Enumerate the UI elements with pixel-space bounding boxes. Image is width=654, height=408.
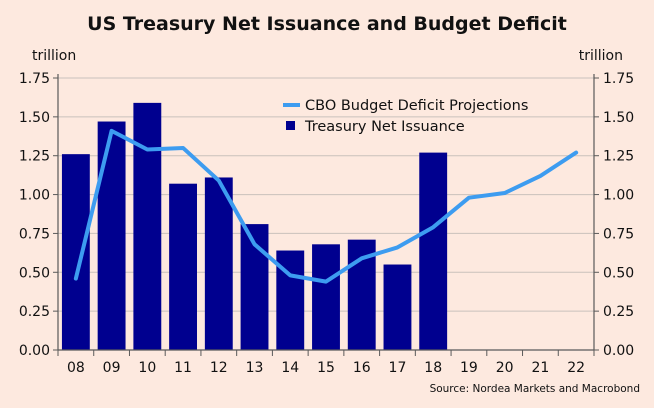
- left-tick-label-1.50: 1.50: [19, 110, 50, 126]
- x-tick-label-13: 13: [246, 360, 264, 376]
- legend-label-bar: Treasury Net Issuance: [304, 119, 465, 135]
- legend-bar-marker: [286, 121, 295, 130]
- right-tick-label-1.75: 1.75: [603, 71, 634, 87]
- x-tick-label-15: 15: [317, 360, 335, 376]
- chart-title: US Treasury Net Issuance and Budget Defi…: [87, 13, 567, 35]
- x-tick-label-08: 08: [67, 360, 85, 376]
- axes: [57, 74, 595, 351]
- left-axis-unit-label: trillion: [32, 48, 76, 64]
- x-tick-label-09: 09: [103, 360, 121, 376]
- left-tick-label-0.50: 0.50: [19, 265, 50, 281]
- x-ticks: 08 09 10 11 12 13 14 15 16 17 18 19 20 21 22: [57, 350, 595, 376]
- right-y-ticks: 0.00 0.25 0.50 0.75 1.00 1.25 1.50 1.75: [594, 71, 634, 359]
- x-tick-label-19: 19: [460, 360, 478, 376]
- bar-10: [133, 102, 162, 351]
- right-tick-label-0.25: 0.25: [603, 304, 634, 320]
- x-tick-label-17: 17: [389, 360, 407, 376]
- cbo-deficit-line: [73, 128, 579, 284]
- right-tick-label-1.50: 1.50: [603, 110, 634, 126]
- x-tick-label-10: 10: [138, 360, 156, 376]
- left-tick-label-1.25: 1.25: [19, 149, 50, 165]
- right-tick-label-0.50: 0.50: [603, 265, 634, 281]
- left-tick-label-0.00: 0.00: [19, 343, 50, 359]
- bar-17: [383, 264, 412, 350]
- bar-12: [204, 177, 233, 350]
- left-tick-label-0.25: 0.25: [19, 304, 50, 320]
- x-tick-label-20: 20: [496, 360, 514, 376]
- left-y-ticks: 0.00 0.25 0.50 0.75 1.00 1.25 1.50 1.75: [19, 71, 58, 359]
- x-tick-label-18: 18: [424, 360, 442, 376]
- x-tick-label-22: 22: [567, 360, 585, 376]
- x-tick-label-12: 12: [210, 360, 228, 376]
- left-tick-label-1.75: 1.75: [19, 71, 50, 87]
- right-axis-unit-label: trillion: [579, 48, 623, 64]
- line-series: [73, 128, 579, 284]
- bar-08: [61, 154, 90, 350]
- left-tick-label-0.75: 0.75: [19, 226, 50, 242]
- bar-18: [419, 152, 448, 350]
- right-tick-label-1.00: 1.00: [603, 188, 634, 204]
- right-tick-label-0.00: 0.00: [603, 343, 634, 359]
- bar-09: [97, 121, 126, 351]
- right-tick-label-0.75: 0.75: [603, 226, 634, 242]
- x-tick-label-14: 14: [281, 360, 299, 376]
- right-tick-label-1.25: 1.25: [603, 149, 634, 165]
- left-tick-label-1.00: 1.00: [19, 188, 50, 204]
- bar-11: [169, 183, 198, 350]
- x-tick-label-21: 21: [531, 360, 549, 376]
- bar-series: [61, 102, 448, 351]
- legend-label-line: CBO Budget Deficit Projections: [305, 98, 528, 114]
- source-note: Source: Nordea Markets and Macrobond: [430, 383, 640, 395]
- bar-15: [312, 244, 340, 350]
- legend: CBO Budget Deficit Projections Treasury …: [283, 98, 528, 135]
- x-tick-label-16: 16: [353, 360, 371, 376]
- x-tick-label-11: 11: [174, 360, 192, 376]
